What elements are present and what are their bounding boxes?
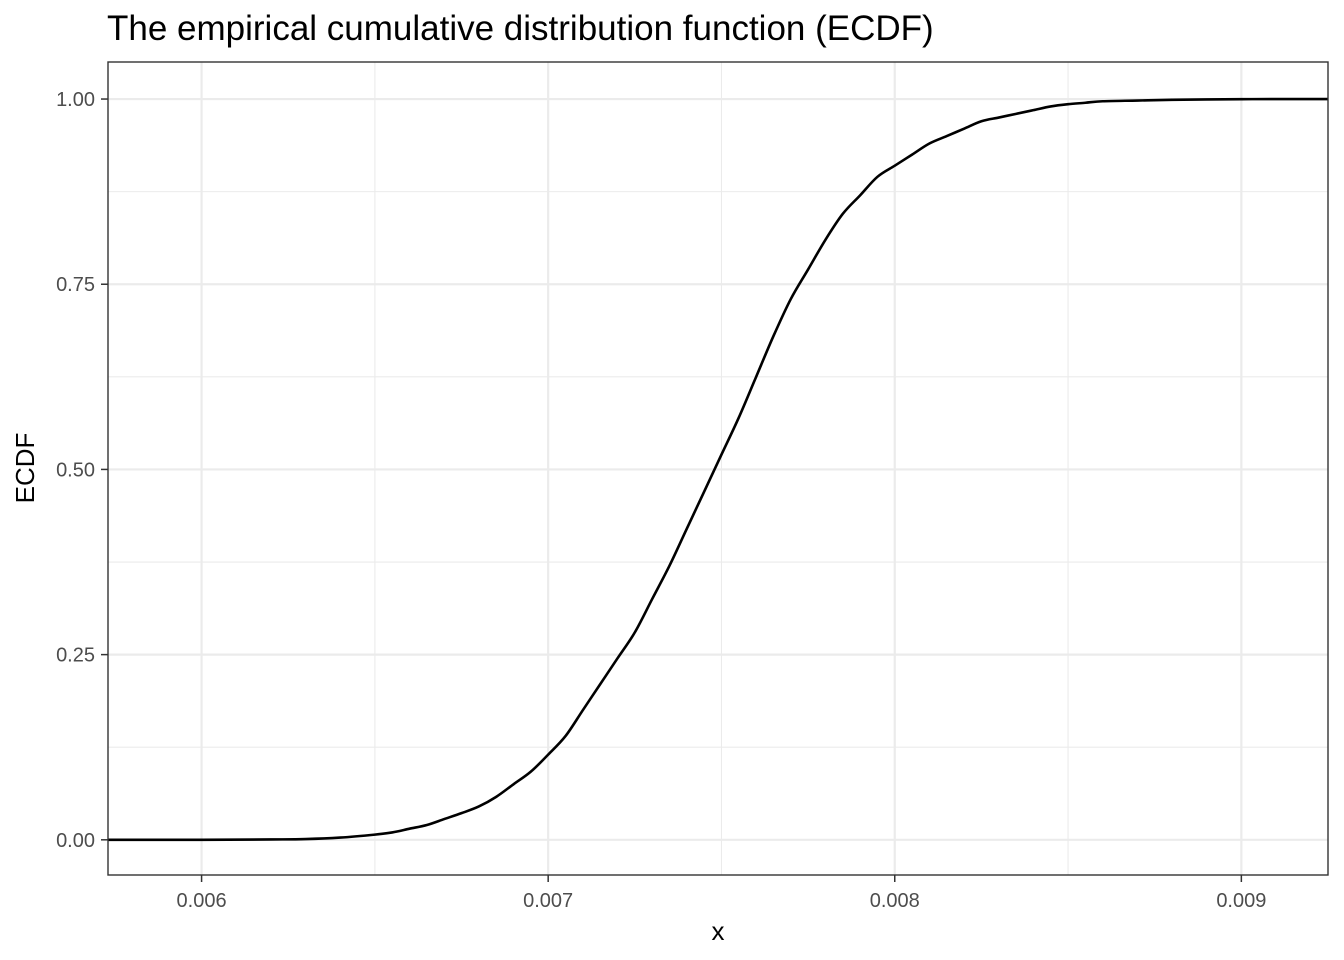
- x-tick-label: 0.006: [177, 890, 227, 912]
- y-tick-label: 0.25: [56, 645, 95, 667]
- y-axis-title: ECDF: [10, 433, 40, 504]
- x-tick-label: 0.007: [523, 890, 573, 912]
- ecdf-series-line: [107, 97, 1329, 842]
- y-tick-label: 0.75: [56, 274, 95, 296]
- x-tick-label: 0.008: [870, 890, 920, 912]
- y-tick-label: 0.50: [56, 459, 95, 481]
- chart-title: The empirical cumulative distribution fu…: [107, 9, 934, 48]
- x-tick-label: 0.009: [1216, 890, 1266, 912]
- y-tick-label: 0.00: [56, 830, 95, 852]
- y-axis-ticks: 0.00 0.25 0.50 0.75 1.00: [56, 89, 108, 852]
- major-gridlines: [108, 62, 1328, 875]
- minor-gridlines: [108, 62, 1328, 875]
- plot-panel-border: [107, 61, 1329, 876]
- x-axis-ticks: 0.006 0.007 0.008 0.009: [177, 875, 1266, 912]
- y-tick-label: 1.00: [56, 89, 95, 111]
- x-axis-title: x: [712, 916, 725, 946]
